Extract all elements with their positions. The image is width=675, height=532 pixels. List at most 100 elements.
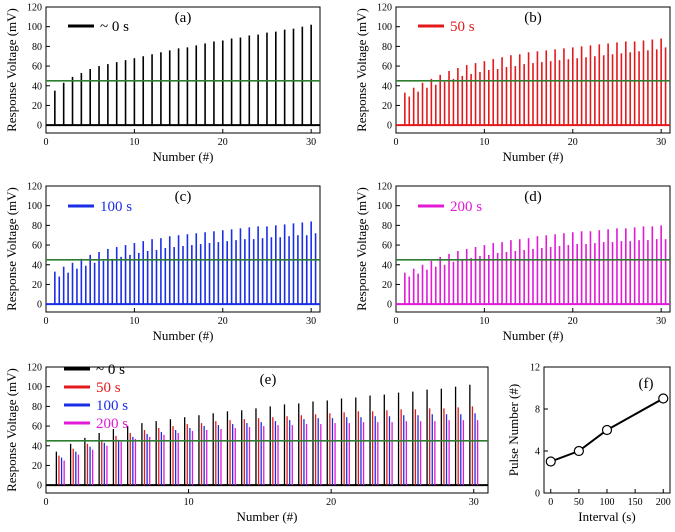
y-tick-label: 20 bbox=[32, 461, 42, 472]
plot-frame bbox=[45, 6, 321, 134]
panel-label: (d) bbox=[524, 189, 542, 205]
legend-label: 200 s bbox=[96, 416, 128, 432]
y-tick-label: 0 bbox=[387, 121, 392, 132]
x-tick-label: 20 bbox=[326, 497, 336, 508]
y-tick-label: 60 bbox=[32, 62, 42, 73]
y-tick-label: 100 bbox=[27, 201, 42, 212]
y-tick-label: 40 bbox=[32, 260, 42, 271]
y-tick-label: 120 bbox=[27, 182, 42, 193]
y-tick-label: 8 bbox=[535, 405, 540, 416]
y-tick-label: 100 bbox=[27, 22, 42, 33]
legend-label: ~ 0 s bbox=[100, 19, 129, 35]
x-tick-label: 20 bbox=[218, 137, 228, 148]
y-tick-label: 20 bbox=[382, 280, 392, 291]
panel-d: 0 20 40 60 80 100 120 0 10 20 30 Number (#) Response… bbox=[354, 182, 671, 343]
y-tick-label: 100 bbox=[27, 382, 42, 393]
y-tick-label: 120 bbox=[27, 363, 42, 374]
plot-frame bbox=[395, 185, 671, 313]
panel-a: 0 20 40 60 80 100 120 0 10 20 30 Number (#) Response… bbox=[4, 3, 321, 164]
panel-label: (f) bbox=[639, 376, 654, 392]
data-point bbox=[601, 424, 613, 436]
y-tick-label: 20 bbox=[32, 280, 42, 291]
x-tick-label: 20 bbox=[568, 137, 578, 148]
x-tick-label: 20 bbox=[568, 316, 578, 327]
y-axis-label: Response Voltage (mV) bbox=[354, 8, 369, 132]
data-point bbox=[573, 445, 584, 457]
x-axis-label: Number (#) bbox=[152, 149, 213, 164]
panel-label: (e) bbox=[260, 372, 277, 388]
plot-frame bbox=[395, 6, 671, 134]
x-tick-label: 30 bbox=[306, 137, 316, 148]
y-tick-label: 40 bbox=[32, 441, 42, 452]
y-tick-label: 60 bbox=[32, 422, 42, 433]
data-point bbox=[658, 393, 669, 404]
y-tick-label: 20 bbox=[382, 101, 392, 112]
y-tick-label: 0 bbox=[37, 481, 42, 492]
panel-f: 0 4 8 12 0 50 100 150 200 Interval (s) Pulse Numbe… bbox=[506, 363, 671, 525]
y-axis-label: Response Voltage (mV) bbox=[4, 368, 19, 492]
y-tick-label: 0 bbox=[387, 300, 392, 311]
y-tick-label: 80 bbox=[382, 221, 392, 232]
legend-label: 50 s bbox=[450, 19, 475, 35]
y-axis-label: Response Voltage (mV) bbox=[354, 187, 369, 311]
x-tick-label: 10 bbox=[184, 497, 194, 508]
y-tick-label: 120 bbox=[377, 182, 392, 193]
x-tick-label: 0 bbox=[394, 316, 399, 327]
x-tick-label: 30 bbox=[656, 316, 666, 327]
y-tick-label: 40 bbox=[382, 260, 392, 271]
x-axis-label: Number (#) bbox=[502, 328, 563, 343]
legend-label: 100 s bbox=[96, 398, 128, 414]
y-tick-label: 80 bbox=[32, 221, 42, 232]
plot-frame bbox=[45, 185, 321, 313]
legend-label: 200 s bbox=[450, 199, 482, 215]
y-tick-label: 40 bbox=[32, 81, 42, 92]
x-axis-label: Number (#) bbox=[502, 149, 563, 164]
y-tick-label: 12 bbox=[530, 363, 540, 374]
x-tick-label: 150 bbox=[628, 497, 643, 508]
y-tick-label: 120 bbox=[27, 3, 42, 14]
y-tick-label: 4 bbox=[535, 447, 540, 458]
x-tick-label: 10 bbox=[129, 137, 139, 148]
x-tick-label: 30 bbox=[656, 137, 666, 148]
x-tick-label: 0 bbox=[394, 137, 399, 148]
plot-frame bbox=[45, 366, 489, 494]
x-axis-label: Number (#) bbox=[152, 328, 213, 343]
x-tick-label: 20 bbox=[218, 316, 228, 327]
y-tick-label: 60 bbox=[382, 241, 392, 252]
y-axis-label: Response Voltage (mV) bbox=[4, 187, 19, 311]
y-axis-label: Pulse Number (#) bbox=[506, 384, 521, 476]
legend-label: ~ 0 s bbox=[96, 362, 125, 378]
panel-label: (c) bbox=[175, 189, 192, 205]
y-tick-label: 80 bbox=[32, 402, 42, 413]
x-tick-label: 30 bbox=[306, 316, 316, 327]
legend-label: 50 s bbox=[96, 380, 121, 396]
y-tick-label: 0 bbox=[37, 300, 42, 311]
panel-b: 0 20 40 60 80 100 120 0 10 20 30 Number (#) Response… bbox=[354, 3, 671, 164]
panel-c: 0 20 40 60 80 100 120 0 10 20 30 Number (#) Response… bbox=[4, 182, 321, 343]
x-tick-label: 30 bbox=[469, 497, 479, 508]
x-axis-label: Interval (s) bbox=[578, 509, 635, 524]
y-tick-label: 120 bbox=[377, 3, 392, 14]
data-point bbox=[545, 456, 556, 467]
panel-label: (a) bbox=[175, 10, 192, 26]
x-tick-label: 0 bbox=[44, 497, 49, 508]
x-tick-label: 200 bbox=[656, 497, 671, 508]
y-tick-label: 60 bbox=[382, 62, 392, 73]
y-tick-label: 100 bbox=[377, 201, 392, 212]
series-line bbox=[550, 397, 664, 463]
y-tick-label: 100 bbox=[377, 22, 392, 33]
panel-e: 0 20 40 60 80 100 120 0 10 20 30 Number (#) Response… bbox=[4, 362, 489, 524]
x-tick-label: 0 bbox=[548, 497, 553, 508]
y-tick-label: 0 bbox=[37, 121, 42, 132]
panel-label: (b) bbox=[524, 10, 542, 26]
y-tick-label: 60 bbox=[32, 241, 42, 252]
x-tick-label: 0 bbox=[44, 316, 49, 327]
x-axis-label: Number (#) bbox=[236, 509, 297, 524]
x-tick-label: 10 bbox=[129, 316, 139, 327]
x-tick-label: 10 bbox=[479, 316, 489, 327]
y-tick-label: 80 bbox=[382, 42, 392, 53]
y-tick-label: 40 bbox=[382, 81, 392, 92]
x-tick-label: 100 bbox=[600, 497, 615, 508]
y-axis-label: Response Voltage (mV) bbox=[4, 8, 19, 132]
